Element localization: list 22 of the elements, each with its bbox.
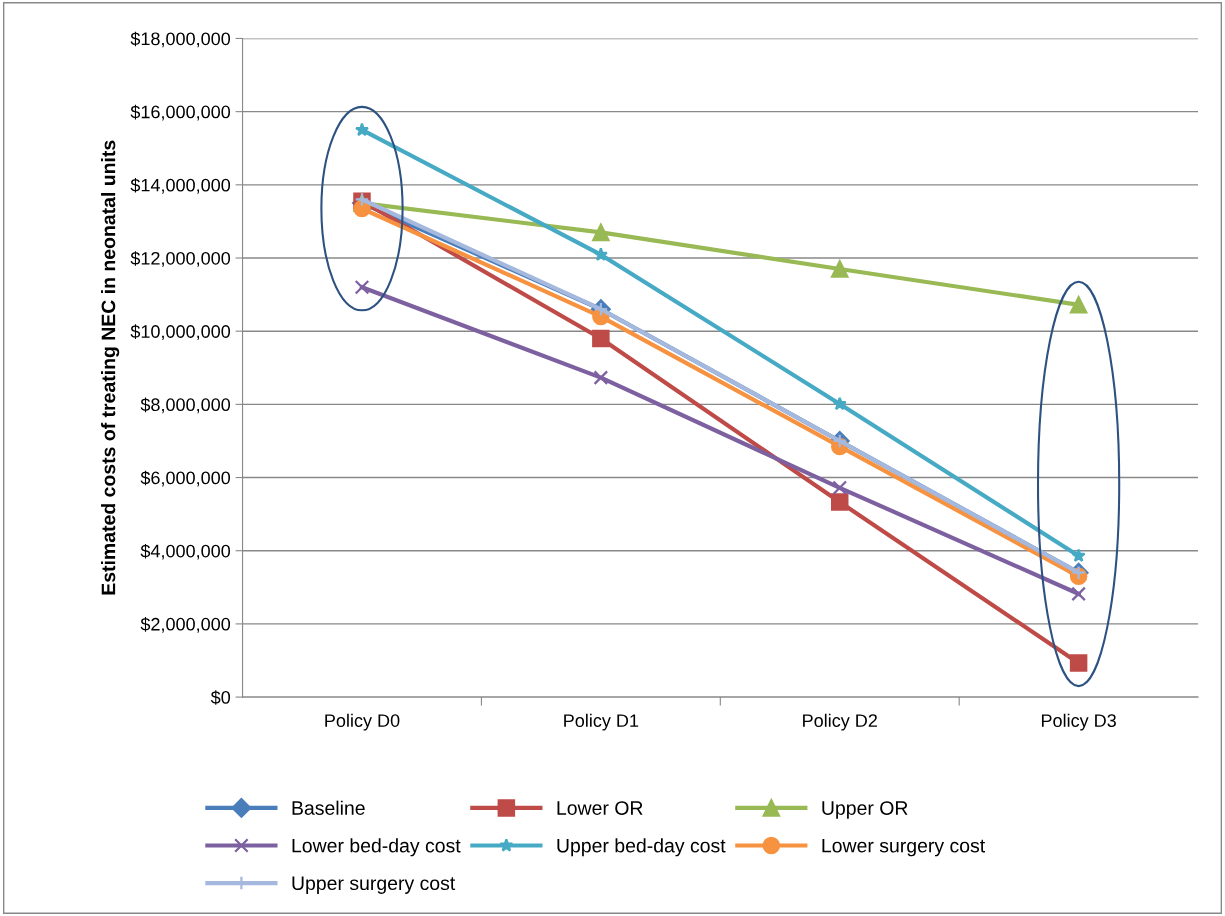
legend-label: Baseline	[292, 800, 365, 815]
y-tick-label: $4,000,000	[140, 543, 231, 560]
x-tick-label: Policy D1	[564, 713, 639, 731]
legend-label: Lower OR	[557, 801, 643, 815]
x-tick-label: Policy D3	[1041, 713, 1116, 731]
x-tick-label: Policy D2	[803, 713, 877, 731]
legend-label: Upper OR	[822, 801, 908, 819]
x-tick-label: Policy D0	[325, 713, 400, 731]
legend-label: Upper bed-day cost	[557, 838, 726, 857]
y-tick-label: $0	[210, 690, 231, 705]
legend-label: Upper surgery cost	[292, 876, 456, 894]
y-tick-label: $16,000,000	[130, 104, 231, 121]
y-tick-label: $8,000,000	[140, 397, 231, 414]
legend-label: Lower surgery cost	[822, 838, 986, 857]
y-tick-label: $6,000,000	[140, 470, 231, 487]
y-tick-label: $18,000,000	[130, 31, 231, 48]
y-tick-label: $2,000,000	[140, 617, 231, 633]
y-tick-label: $10,000,000	[130, 324, 231, 341]
legend-label: Lower bed-day cost	[292, 838, 461, 857]
y-tick-label: $14,000,000	[130, 178, 231, 194]
y-tick-label: $12,000,000	[130, 251, 231, 267]
y-axis-title: Estimated costs of treating NEC in neonatal units	[101, 140, 120, 595]
